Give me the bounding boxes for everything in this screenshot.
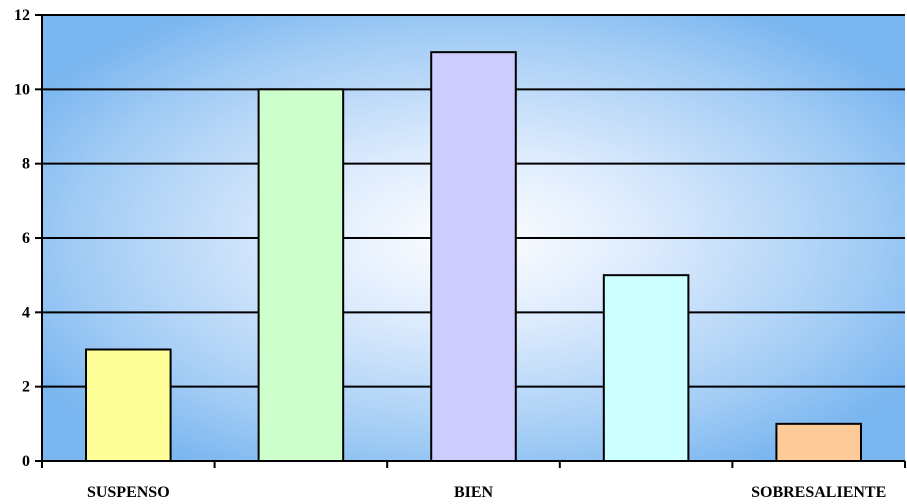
bar (85, 348, 172, 462)
y-tick-label: 0 (22, 453, 30, 470)
x-tick-label: SUSPENSO (87, 484, 170, 501)
bar (775, 422, 862, 463)
bar (602, 274, 690, 462)
x-tick-label: SOBRESALIENTE (751, 484, 886, 501)
y-tick-label: 4 (22, 304, 30, 321)
bars (85, 51, 862, 463)
y-tick-label: 8 (22, 156, 30, 173)
y-tick-label: 12 (14, 7, 30, 24)
y-tick-label: 2 (22, 379, 30, 396)
x-axis: SUSPENSO BIEN SOBRESALIENTE (41, 461, 906, 501)
bar (430, 51, 517, 463)
x-tick-label: BIEN (454, 484, 494, 501)
y-tick-label: 6 (22, 230, 30, 247)
y-tick-label: 10 (14, 81, 30, 98)
bar (257, 88, 345, 462)
y-axis: 0 2 4 6 8 10 12 (14, 7, 42, 470)
